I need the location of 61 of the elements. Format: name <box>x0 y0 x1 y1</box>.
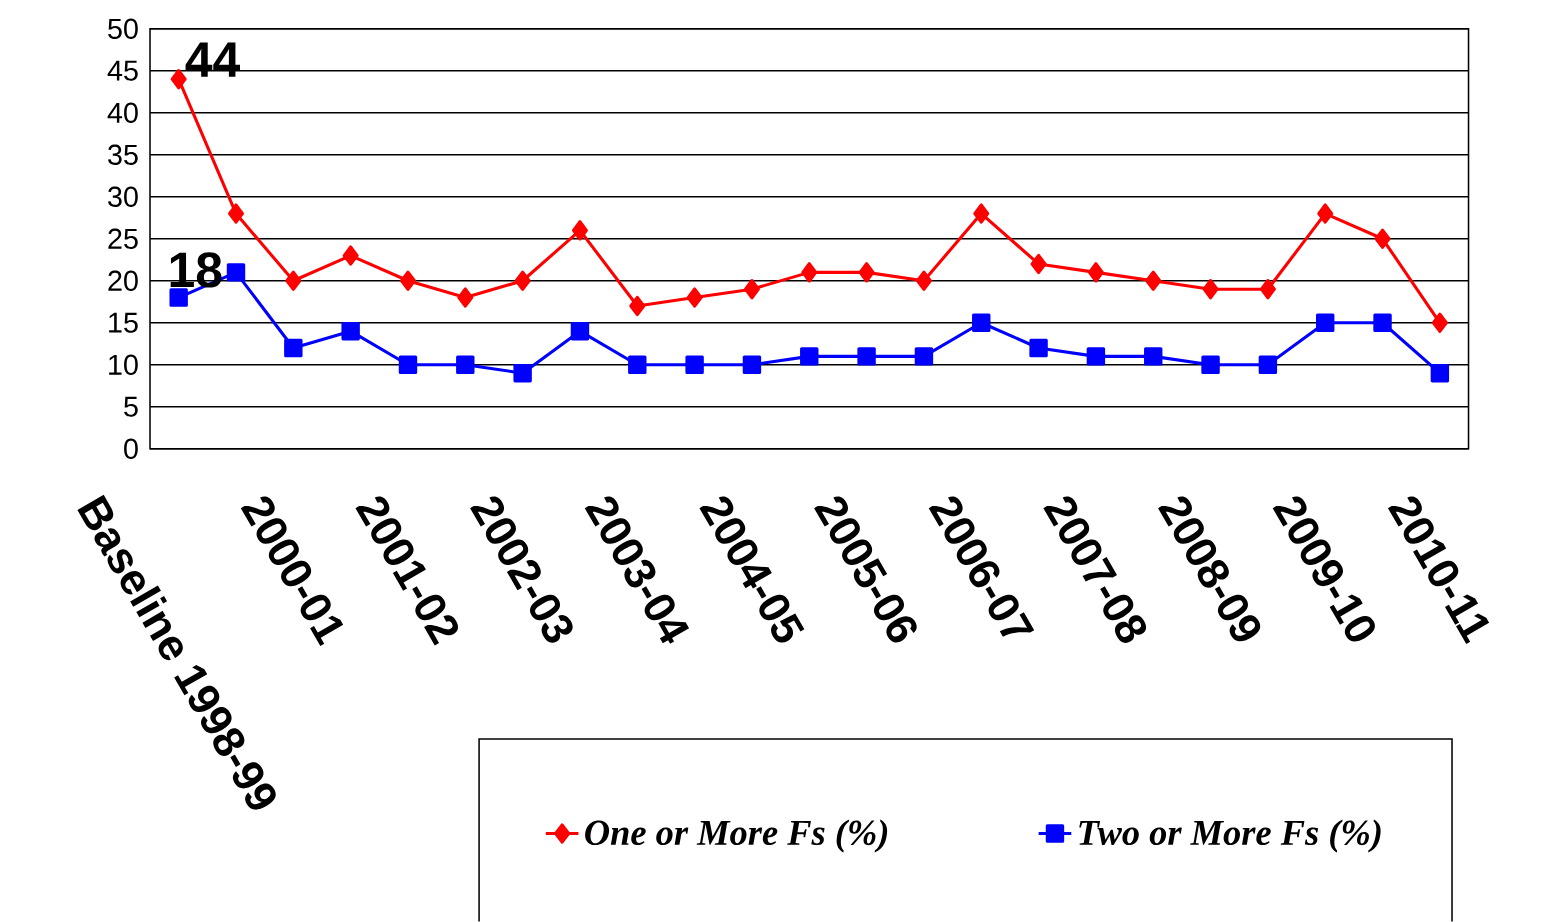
point <box>1030 254 1047 275</box>
point <box>1087 262 1104 283</box>
point <box>399 270 416 292</box>
point <box>1202 279 1219 300</box>
y-tick-label: 50 <box>108 18 138 40</box>
y-tick-label: 5 <box>124 396 138 418</box>
point <box>227 203 245 224</box>
point <box>686 287 703 308</box>
point <box>973 203 990 224</box>
y-tick-label: 20 <box>108 270 138 292</box>
point <box>972 313 991 333</box>
point <box>800 347 819 366</box>
point <box>1145 270 1162 292</box>
point <box>1431 312 1448 334</box>
point <box>1374 228 1391 250</box>
point <box>284 339 303 358</box>
point <box>1258 355 1278 375</box>
point <box>628 355 647 375</box>
point <box>742 355 762 375</box>
y-tick-label: 0 <box>124 438 138 460</box>
y-tick-label: 15 <box>109 312 138 334</box>
point <box>1144 347 1163 366</box>
point <box>1373 313 1392 333</box>
point <box>342 245 359 266</box>
point <box>857 347 876 366</box>
y-tick-label: 30 <box>108 186 138 208</box>
point <box>915 270 932 292</box>
point <box>285 270 302 292</box>
point <box>1430 364 1450 383</box>
point <box>858 262 875 283</box>
point <box>1201 355 1220 375</box>
point <box>169 288 188 308</box>
y-tick-label: 40 <box>107 102 138 124</box>
point <box>341 322 360 341</box>
y-tick-label: 35 <box>108 144 138 166</box>
point <box>170 69 187 90</box>
legend-label: One or More Fs (%) <box>585 819 888 853</box>
point <box>571 220 588 241</box>
annotation: 18 <box>170 252 222 288</box>
point <box>570 322 590 341</box>
point <box>1086 347 1106 366</box>
point <box>914 347 934 366</box>
point <box>685 355 704 375</box>
y-tick-label: 45 <box>107 60 138 82</box>
point <box>398 355 418 375</box>
y-tick-label: 10 <box>109 354 138 376</box>
y-tick-label: 25 <box>108 228 138 250</box>
point <box>514 270 531 292</box>
point <box>456 355 475 375</box>
legend-label: Two or More Fs (%) <box>1079 819 1381 853</box>
point <box>743 279 760 300</box>
point <box>1029 339 1048 358</box>
point <box>801 262 818 283</box>
point <box>629 296 646 317</box>
point <box>1317 203 1334 224</box>
point <box>513 364 532 383</box>
point <box>226 263 246 282</box>
point <box>1316 313 1335 333</box>
annotation: 44 <box>185 42 241 78</box>
point <box>1259 279 1276 300</box>
point <box>457 287 474 308</box>
